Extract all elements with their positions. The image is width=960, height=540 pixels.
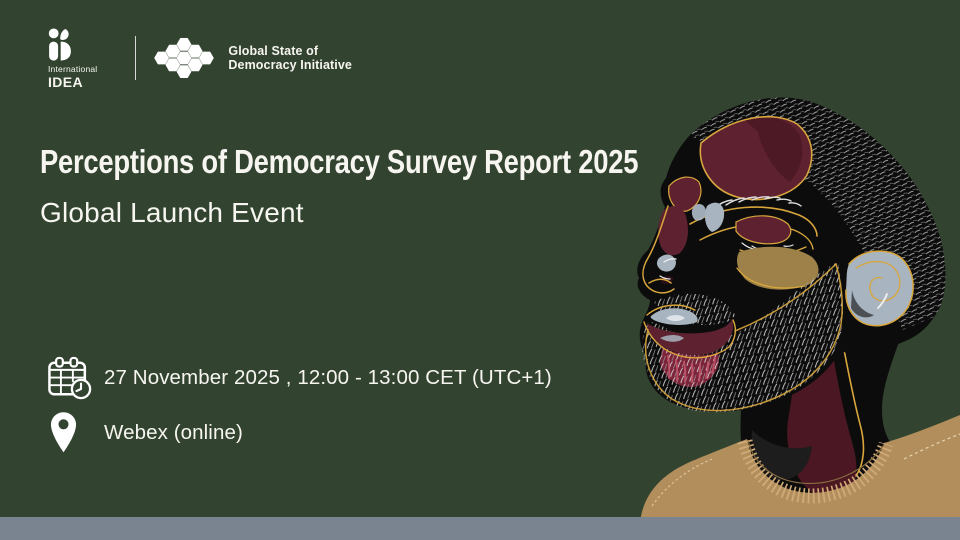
location-pin-icon: [50, 412, 77, 453]
calendar-clock-icon: [48, 356, 92, 400]
datetime-text: 27 November 2025 , 12:00 - 13:00 CET (UT…: [104, 366, 552, 389]
header-logos: International IDEA Global State of: [48, 28, 352, 89]
logo-divider: [135, 36, 137, 81]
location-row: Webex (online): [46, 410, 243, 456]
international-idea-logo-mark: [48, 28, 71, 61]
idea-logo-word-idea: IDEA: [48, 73, 84, 90]
gsod-logo-line2: Democracy Initiative: [228, 58, 352, 73]
gsod-logo-text: Global State of Democracy Initiative: [228, 44, 352, 73]
location-text: Webex (online): [104, 421, 243, 444]
datetime-row: 27 November 2025 , 12:00 - 13:00 CET (UT…: [46, 356, 552, 400]
international-idea-logo: International IDEA: [48, 28, 97, 89]
idea-logo-word-international: International: [48, 64, 98, 74]
gsod-logo: Global State of Democracy Initiative: [152, 37, 352, 79]
gsod-logo-line1: Global State of: [228, 43, 319, 58]
page-title: Perceptions of Democracy Survey Report 2…: [40, 143, 639, 180]
portrait-illustration: [637, 97, 960, 540]
footer-band: [0, 517, 960, 540]
page-subtitle: Global Launch Event: [40, 197, 304, 228]
gsod-hexagon-logo: [154, 38, 215, 79]
